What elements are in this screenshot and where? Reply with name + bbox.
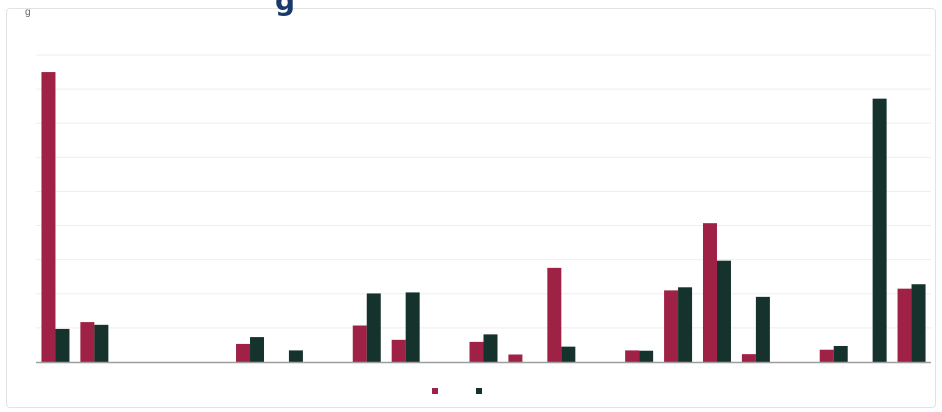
bar-series-2-group-21 <box>834 346 848 362</box>
legend-swatch-series-1 <box>432 388 438 394</box>
bar-series-2-group-1 <box>55 329 69 362</box>
bar-series-2-group-10 <box>406 292 420 362</box>
bar-series-1-group-18 <box>703 223 717 362</box>
grid-lines <box>36 55 931 328</box>
bar-series-1-group-19 <box>742 354 756 362</box>
bar-series-2-group-18 <box>717 261 731 362</box>
legend <box>432 388 482 394</box>
bar-series-1-group-6 <box>236 344 250 362</box>
bar-series-2-group-14 <box>561 347 575 362</box>
bar-series-1-group-10 <box>392 340 406 362</box>
bar-series-2-group-9 <box>367 293 381 362</box>
bar-series-2-group-6 <box>250 337 264 362</box>
bar-series-1-group-1 <box>41 72 55 362</box>
bar-series-1-group-14 <box>547 268 561 362</box>
bar-series-1-group-17 <box>664 290 678 362</box>
bar-chart <box>7 9 937 409</box>
bar-series-2-group-16 <box>639 351 653 362</box>
chart-card: g g <box>6 8 936 408</box>
bar-series-2-group-2 <box>94 325 108 362</box>
bar-series-1-group-13 <box>508 355 522 363</box>
bar-series-1-group-21 <box>820 350 834 362</box>
bar-series-2-group-23 <box>912 284 926 362</box>
bar-series-2-group-22 <box>873 99 887 362</box>
bar-series-2-group-7 <box>289 350 303 362</box>
bars <box>41 72 925 362</box>
bar-series-1-group-12 <box>470 342 484 362</box>
legend-swatch-series-2 <box>476 388 482 394</box>
bar-series-2-group-12 <box>484 334 498 362</box>
bar-series-1-group-2 <box>80 322 94 362</box>
bar-series-2-group-19 <box>756 297 770 362</box>
bar-series-1-group-23 <box>898 289 912 362</box>
bar-series-1-group-16 <box>625 350 639 362</box>
bar-series-2-group-17 <box>678 287 692 362</box>
bar-series-1-group-9 <box>353 326 367 363</box>
